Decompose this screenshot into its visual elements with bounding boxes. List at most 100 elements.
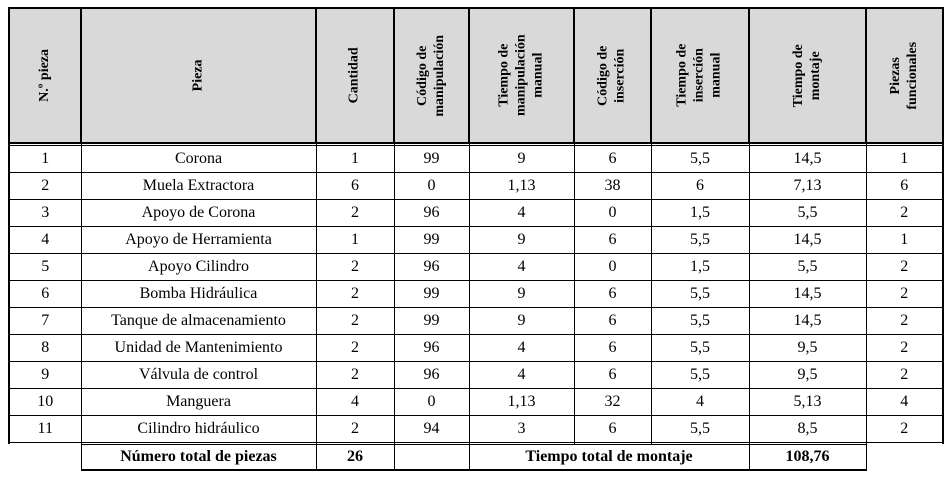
cell-num-pieza: 4 [8,225,82,254]
cell-piezas-funcionales: 2 [865,333,944,362]
cell-num-pieza: 3 [8,198,82,227]
cell-cantidad: 2 [315,414,395,443]
cell-codigo-manipulacion: 96 [393,333,470,362]
cell-piezas-funcionales: 1 [865,144,944,173]
cell-codigo-insercion: 32 [573,387,652,416]
cell-cantidad: 2 [315,252,395,281]
col-header-label: Código de manipulación [414,34,447,117]
col-header-label: N.º pieza [36,49,52,102]
cell-tiempo-montaje: 14,5 [748,225,867,254]
table-body: 1 Corona 1 99 9 6 5,5 14,5 1 2 Muela Extractora 6 0 1… [8,144,944,443]
table-row: 7 Tanque de almacenamiento 2 99 9 6 5,5 14,5 2 [8,306,944,335]
col-header-tiempo-insercion: Tiempo de inserción manual [650,7,750,144]
cell-num-pieza: 5 [8,252,82,281]
cell-tiempo-montaje: 9,5 [748,333,867,362]
body-footer-divider [8,442,944,445]
totals-empty-cell [393,443,470,471]
col-header-label: Piezas funcionales [887,41,920,110]
cell-tiempo-insercion: 5,5 [650,306,750,335]
table-row: 2 Muela Extractora 6 0 1,13 38 6 7,13 6 [8,171,944,200]
cell-cantidad: 2 [315,198,395,227]
cell-cantidad: 1 [315,144,395,173]
table-row: 4 Apoyo de Herramienta 1 99 9 6 5,5 14,5 1 [8,225,944,254]
dfa-parts-table: N.º pieza Pieza Cantidad Código de manip… [8,7,944,471]
cell-codigo-insercion: 6 [573,360,652,389]
col-header-piezas-funcionales: Piezas funcionales [865,7,944,144]
cell-codigo-insercion: 6 [573,306,652,335]
cell-tiempo-insercion: 5,5 [650,414,750,443]
cell-piezas-funcionales: 2 [865,306,944,335]
col-header-codigo-manipulacion: Código de manipulación [393,7,470,144]
cell-piezas-funcionales: 6 [865,171,944,200]
cell-tiempo-manipulacion: 4 [468,198,575,227]
totals-empty-left [9,444,81,470]
cell-tiempo-manipulacion: 3 [468,414,575,443]
table-row: 10 Manguera 4 0 1,13 32 4 5,13 4 [8,387,944,416]
cell-codigo-insercion: 6 [573,333,652,362]
cell-tiempo-montaje: 5,5 [748,252,867,281]
cell-pieza: Apoyo de Corona [80,198,317,227]
cell-pieza: Manguera [80,387,317,416]
cell-cantidad: 2 [315,306,395,335]
col-header-num-pieza: N.º pieza [8,7,82,144]
col-header-label: Tiempo de inserción manual [674,43,724,108]
header-row: N.º pieza Pieza Cantidad Código de manip… [8,7,944,144]
cell-piezas-funcionales: 1 [865,225,944,254]
table-row: 11 Cilindro hidráulico 2 94 3 6 5,5 8,5 2 [8,414,944,443]
cell-tiempo-montaje: 8,5 [748,414,867,443]
cell-tiempo-manipulacion: 9 [468,144,575,173]
cell-codigo-manipulacion: 96 [393,198,470,227]
total-pieces-label: Número total de piezas [80,443,317,471]
table-row: 3 Apoyo de Corona 2 96 4 0 1,5 5,5 2 [8,198,944,227]
table-row: 1 Corona 1 99 9 6 5,5 14,5 1 [8,144,944,173]
cell-codigo-manipulacion: 99 [393,279,470,308]
cell-tiempo-insercion: 5,5 [650,360,750,389]
cell-tiempo-insercion: 1,5 [650,252,750,281]
cell-num-pieza: 6 [8,279,82,308]
cell-tiempo-montaje: 7,13 [748,171,867,200]
cell-piezas-funcionales: 2 [865,414,944,443]
cell-tiempo-insercion: 5,5 [650,279,750,308]
cell-tiempo-insercion: 5,5 [650,225,750,254]
cell-num-pieza: 2 [8,171,82,200]
cell-tiempo-manipulacion: 4 [468,333,575,362]
cell-tiempo-insercion: 5,5 [650,144,750,173]
cell-tiempo-montaje: 14,5 [748,306,867,335]
cell-codigo-manipulacion: 94 [393,414,470,443]
cell-tiempo-manipulacion: 4 [468,360,575,389]
cell-pieza: Apoyo de Herramienta [80,225,317,254]
cell-codigo-manipulacion: 0 [393,387,470,416]
cell-codigo-insercion: 6 [573,225,652,254]
cell-piezas-funcionales: 2 [865,198,944,227]
cell-tiempo-insercion: 6 [650,171,750,200]
cell-pieza: Corona [80,144,317,173]
cell-piezas-funcionales: 2 [865,360,944,389]
cell-pieza: Unidad de Mantenimiento [80,333,317,362]
totals-empty-right [866,444,943,470]
cell-num-pieza: 9 [8,360,82,389]
cell-tiempo-montaje: 5,13 [748,387,867,416]
cell-tiempo-insercion: 1,5 [650,198,750,227]
cell-tiempo-manipulacion: 1,13 [468,171,575,200]
cell-cantidad: 2 [315,360,395,389]
table-row: 5 Apoyo Cilindro 2 96 4 0 1,5 5,5 2 [8,252,944,281]
cell-pieza: Tanque de almacenamiento [80,306,317,335]
cell-tiempo-insercion: 5,5 [650,333,750,362]
cell-tiempo-montaje: 5,5 [748,198,867,227]
cell-codigo-insercion: 6 [573,279,652,308]
cell-codigo-manipulacion: 99 [393,144,470,173]
cell-tiempo-montaje: 9,5 [748,360,867,389]
cell-codigo-manipulacion: 99 [393,225,470,254]
col-header-label: Código de inserción [595,45,628,106]
cell-codigo-insercion: 0 [573,252,652,281]
col-header-label: Tiempo de montaje [790,43,823,108]
cell-piezas-funcionales: 4 [865,387,944,416]
cell-codigo-manipulacion: 0 [393,171,470,200]
col-header-label: Cantidad [346,47,362,104]
col-header-tiempo-manipulacion: Tiempo de manipulación manual [468,7,575,144]
cell-tiempo-manipulacion: 1,13 [468,387,575,416]
table-row: 6 Bomba Hidráulica 2 99 9 6 5,5 14,5 2 [8,279,944,308]
col-header-label: Tiempo de manipulación manual [496,34,545,117]
table-row: 9 Válvula de control 2 96 4 6 5,5 9,5 2 [8,360,944,389]
cell-tiempo-manipulacion: 9 [468,225,575,254]
